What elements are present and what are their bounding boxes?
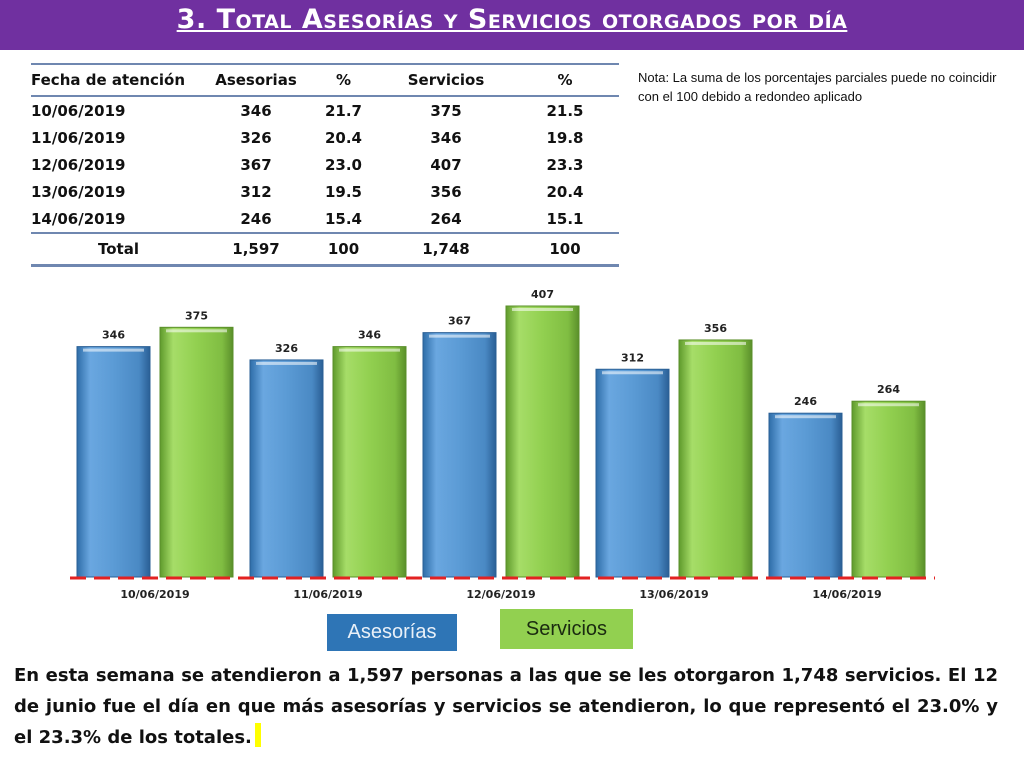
text-cursor-highlight xyxy=(254,723,261,747)
table-cell: 264 xyxy=(430,209,462,228)
data-table: Fecha de atención Asesorias % Servicios … xyxy=(31,63,619,267)
column-header-servicios: Servicios xyxy=(381,63,511,97)
table-cell: 15.4 xyxy=(324,209,362,228)
table-cell: 14/06/2019 xyxy=(31,209,126,228)
bar-highlight xyxy=(83,348,144,352)
table-cell: 23.0 xyxy=(324,155,362,174)
table-cell: 326 xyxy=(240,128,272,147)
table-total-cell: Total xyxy=(31,232,206,267)
table-cell: 15.1 xyxy=(546,209,584,228)
page-title: 3. Total Asesorías y Servicios otorgados… xyxy=(176,4,848,35)
table-cell: 367 xyxy=(240,155,272,174)
bar-highlight xyxy=(256,361,317,365)
bar-highlight xyxy=(858,403,919,407)
table-cell: 407 xyxy=(430,155,462,174)
bar-asesorias xyxy=(595,368,670,578)
table-cell: 12/06/2019 xyxy=(31,155,126,174)
bar-highlight xyxy=(429,334,490,338)
bars-layer xyxy=(76,305,926,578)
table-cell: 246 xyxy=(240,209,272,228)
table-row: 10/06/2019 346 21.7 375 21.5 xyxy=(31,96,619,124)
labels-layer: 346 375 326 346 367 407 312 356 246 264 xyxy=(102,288,900,408)
data-label-asesorias: 367 xyxy=(448,315,471,328)
table-total-cell: 1,597 xyxy=(206,232,306,267)
table-total-cell: 1,748 xyxy=(381,232,511,267)
bar-highlight xyxy=(602,371,663,375)
table-cell: 10/06/2019 xyxy=(31,101,126,120)
table-row: 14/06/2019 246 15.4 264 15.1 xyxy=(31,205,619,233)
bar-servicios xyxy=(332,346,407,578)
x-tick-label: 12/06/2019 xyxy=(466,588,535,601)
x-tick-label: 10/06/2019 xyxy=(120,588,189,601)
bar-asesorias xyxy=(249,359,324,578)
legend-servicios: Servicios xyxy=(500,609,633,649)
bar-servicios xyxy=(678,339,753,578)
column-header-asesorias: Asesorias xyxy=(206,63,306,97)
bar-highlight xyxy=(166,329,227,333)
data-label-servicios: 346 xyxy=(358,329,381,342)
bar-highlight xyxy=(512,308,573,311)
table-total-cell: 100 xyxy=(306,232,381,267)
data-label-servicios: 375 xyxy=(185,309,208,322)
table-cell: 13/06/2019 xyxy=(31,182,126,201)
bar-chart: 346 375 326 346 367 407 312 356 246 264 10/06/201… xyxy=(70,288,935,601)
table-row: 12/06/2019 367 23.0 407 23.3 xyxy=(31,151,619,178)
ticks-layer: 10/06/2019 11/06/2019 12/06/2019 13/06/2019… xyxy=(120,588,881,601)
bar-highlight xyxy=(775,415,836,419)
table-row: 11/06/2019 326 20.4 346 19.8 xyxy=(31,124,619,151)
data-label-asesorias: 246 xyxy=(794,395,817,408)
data-label-servicios: 407 xyxy=(531,288,554,301)
bar-asesorias xyxy=(422,332,497,578)
table-cell: 356 xyxy=(430,182,462,201)
x-tick-label: 14/06/2019 xyxy=(812,588,881,601)
table-cell: 19.8 xyxy=(546,128,584,147)
x-tick-label: 13/06/2019 xyxy=(639,588,708,601)
summary-text: En esta semana se atendieron a 1,597 per… xyxy=(14,660,998,753)
table-cell: 346 xyxy=(430,128,462,147)
bar-asesorias xyxy=(768,412,843,578)
bar-highlight xyxy=(685,341,746,345)
table-cell: 20.4 xyxy=(324,128,362,147)
column-header-fecha: Fecha de atención xyxy=(31,63,206,97)
table-cell: 19.5 xyxy=(324,182,362,201)
table-cell: 21.7 xyxy=(324,101,362,120)
title-bar: 3. Total Asesorías y Servicios otorgados… xyxy=(0,0,1024,50)
summary-content: En esta semana se atendieron a 1,597 per… xyxy=(14,665,998,748)
bar-servicios xyxy=(159,326,234,578)
rounding-note: Nota: La suma de los porcentajes parcial… xyxy=(638,70,997,104)
table-cell: 11/06/2019 xyxy=(31,128,126,147)
legend-asesorias: Asesorías xyxy=(327,614,457,651)
table-cell: 21.5 xyxy=(546,101,584,120)
data-label-asesorias: 346 xyxy=(102,329,125,342)
table-cell: 20.4 xyxy=(546,182,584,201)
table-total-cell: 100 xyxy=(511,232,619,267)
table-cell: 375 xyxy=(430,101,462,120)
data-label-servicios: 264 xyxy=(877,383,900,396)
bar-servicios xyxy=(505,305,580,578)
data-label-servicios: 356 xyxy=(704,322,727,335)
column-header-servicios-pct: % xyxy=(511,63,619,97)
table-total-row: Total 1,597 100 1,748 100 xyxy=(31,232,619,267)
x-tick-label: 11/06/2019 xyxy=(293,588,362,601)
column-header-asesorias-pct: % xyxy=(306,63,381,97)
bar-asesorias xyxy=(76,346,151,578)
table-cell: 23.3 xyxy=(546,155,584,174)
table-cell: 346 xyxy=(240,101,272,120)
data-label-asesorias: 326 xyxy=(275,342,298,355)
data-label-asesorias: 312 xyxy=(621,351,644,364)
table-row: 13/06/2019 312 19.5 356 20.4 xyxy=(31,178,619,205)
bar-servicios xyxy=(851,400,926,578)
table-cell: 312 xyxy=(240,182,272,201)
bar-highlight xyxy=(339,348,400,352)
table-header-row: Fecha de atención Asesorias % Servicios … xyxy=(31,63,619,97)
